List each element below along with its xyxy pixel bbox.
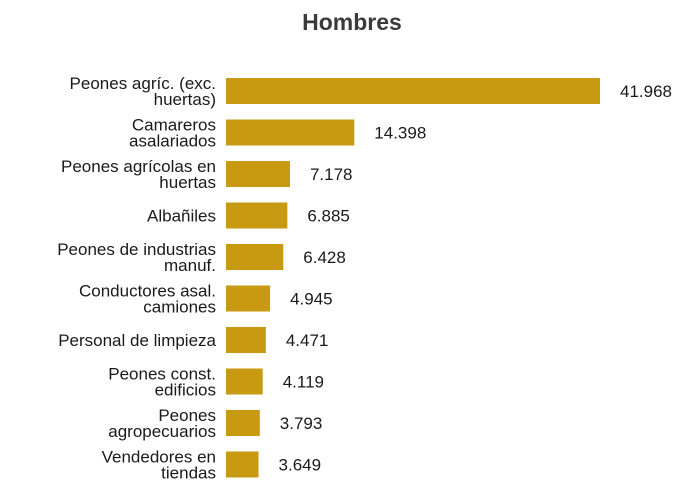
bars-group: Peones agríc. (exc. huertas) 41.968 Camarer… bbox=[57, 74, 672, 483]
value-label-0: 41.968 bbox=[620, 82, 672, 101]
bar-6 bbox=[226, 327, 266, 353]
bar-9 bbox=[226, 451, 259, 478]
category-label-1: Camareros asalariados bbox=[129, 116, 216, 151]
category-label-5: Conductores asal. camiones bbox=[79, 282, 216, 317]
value-label-8: 3.793 bbox=[280, 414, 323, 433]
category-label-7: Peones const. edificios bbox=[108, 365, 216, 400]
value-label-3: 6.885 bbox=[307, 207, 350, 226]
bar-3 bbox=[226, 202, 288, 229]
category-label-0: Peones agríc. (exc. huertas) bbox=[70, 74, 216, 109]
category-label-6: Personal de limpieza bbox=[58, 331, 216, 350]
bar-8 bbox=[226, 410, 260, 436]
value-label-9: 3.649 bbox=[279, 456, 322, 475]
category-label-8: Peones agropecuarios bbox=[108, 406, 216, 441]
value-label-7: 4.119 bbox=[283, 373, 324, 392]
bar-1 bbox=[226, 119, 355, 146]
bar-5 bbox=[226, 285, 271, 312]
value-label-6: 4.471 bbox=[286, 331, 329, 350]
bar-7 bbox=[226, 368, 263, 395]
bar-0 bbox=[226, 78, 600, 104]
bar-2 bbox=[226, 161, 290, 187]
chart-title: Hombres bbox=[302, 9, 402, 35]
category-label-3: Albañiles bbox=[147, 207, 216, 226]
value-label-2: 7.178 bbox=[310, 165, 353, 184]
value-label-4: 6.428 bbox=[303, 248, 346, 267]
bar-4 bbox=[226, 244, 284, 270]
category-label-9: Vendedores en tiendas bbox=[102, 448, 216, 483]
category-label-4: Peones de industrias manuf. bbox=[57, 240, 216, 275]
category-label-2: Peones agrícolas en huertas bbox=[61, 157, 216, 192]
value-label-5: 4.945 bbox=[290, 290, 333, 309]
value-label-1: 14.398 bbox=[374, 124, 426, 143]
